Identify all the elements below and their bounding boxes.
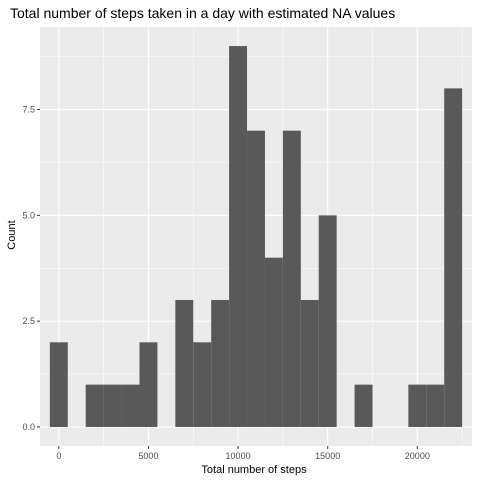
y-tick-label: 2.5 (22, 316, 35, 326)
histogram-bar (319, 215, 337, 427)
histogram-bar (301, 300, 319, 427)
histogram-bar (229, 46, 247, 427)
histogram-bar (104, 385, 122, 427)
x-tick-label: 5000 (138, 451, 158, 461)
histogram-bar (86, 385, 104, 427)
histogram-bar (122, 385, 140, 427)
histogram-bar (265, 258, 283, 427)
histogram-bar (355, 385, 373, 427)
x-tick-label: 20000 (405, 451, 430, 461)
x-tick-label: 10000 (226, 451, 251, 461)
histogram-bar (139, 342, 157, 427)
histogram-bar (426, 385, 444, 427)
y-axis-title: Count (6, 220, 18, 249)
histogram-bar (283, 131, 301, 427)
histogram-bar (211, 300, 229, 427)
x-tick-label: 0 (56, 451, 61, 461)
y-tick-label: 0.0 (22, 422, 35, 432)
histogram-bar (444, 88, 462, 427)
histogram-bar (247, 131, 265, 427)
y-tick-label: 5.0 (22, 210, 35, 220)
chart-title: Total number of steps taken in a day wit… (10, 5, 395, 21)
histogram-bar (193, 342, 211, 427)
x-tick-label: 15000 (315, 451, 340, 461)
histogram-bar (50, 342, 68, 427)
histogram-bar (175, 300, 193, 427)
y-tick-label: 7.5 (22, 105, 35, 115)
x-axis-title: Total number of steps (201, 464, 307, 476)
histogram-bar (408, 385, 426, 427)
